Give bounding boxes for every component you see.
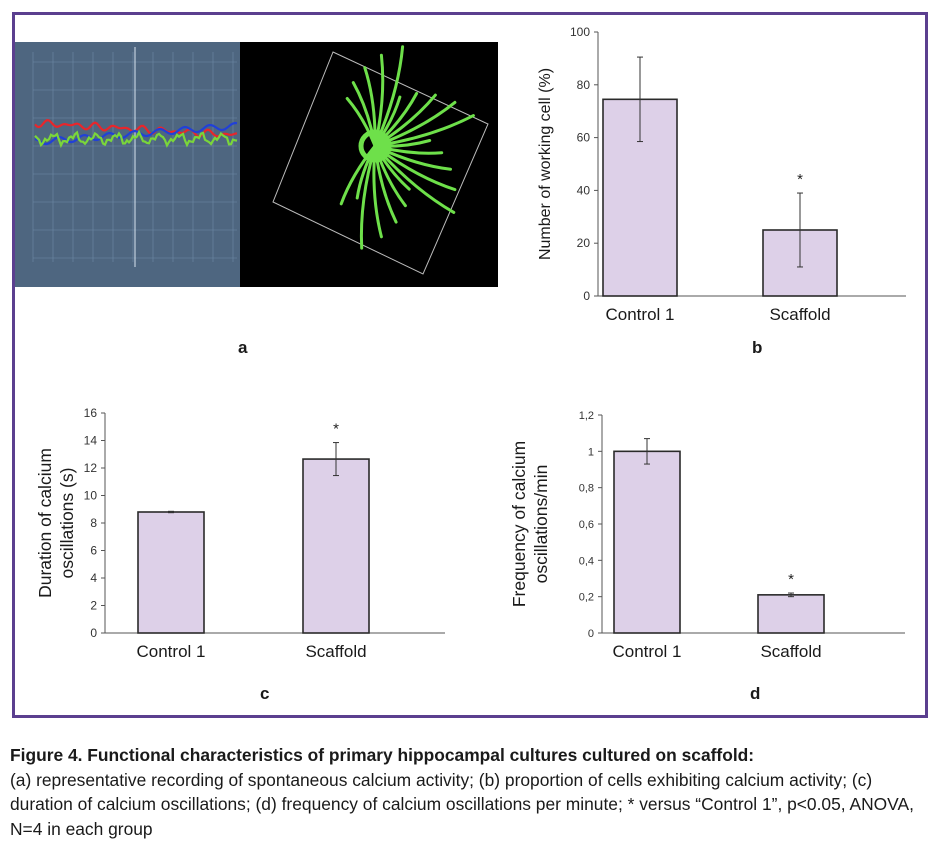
bar [757, 594, 825, 634]
neurite [373, 144, 456, 214]
neurite [373, 144, 398, 224]
bar [613, 450, 681, 634]
category-label: Scaffold [769, 305, 830, 324]
neurite [373, 93, 437, 148]
y-tick-label: 0 [588, 628, 594, 640]
panel-letter-b: b [752, 338, 763, 357]
neurite [372, 144, 383, 239]
y-tick-label: 14 [84, 434, 98, 448]
y-tick-label: 0 [90, 626, 97, 640]
y-tick-label: 0,4 [579, 555, 594, 567]
chart-b-working-cells: 0 20 40 60 80 100 Control 1 * Scaffold Number of … [537, 25, 906, 324]
category-label: Control 1 [137, 642, 206, 661]
trace-plot-background [15, 42, 240, 287]
chart-d-oscillation-frequency: 0 0,2 0,4 0,6 0,8 1 1,2 Control 1 * Scaffold Frequ… [509, 410, 905, 661]
bar [302, 458, 370, 634]
y-tick-label: 8 [90, 516, 97, 530]
category-label: Control 1 [613, 642, 682, 661]
neurite [359, 144, 377, 250]
neurite [373, 144, 457, 192]
y-tick-label: 60 [577, 131, 591, 145]
y-axis-label: Duration of calcium oscillations (s) [35, 448, 77, 598]
y-tick-label: 1,2 [579, 410, 594, 422]
significance-marker: * [333, 421, 339, 438]
green-trace [34, 129, 238, 149]
neurite [373, 53, 385, 148]
y-axis-label-line: Number of working cell (%) [537, 68, 554, 260]
calcium-recording-image [15, 42, 498, 287]
panel-letter-a: a [238, 338, 248, 357]
neurite [373, 45, 405, 148]
y-tick-label: 0,2 [579, 592, 594, 604]
y-tick-label: 0 [583, 289, 590, 303]
significance-marker: * [788, 571, 794, 588]
category-label: Control 1 [606, 305, 675, 324]
y-tick-label: 0,6 [579, 519, 594, 531]
caption-body: (a) representative recording of spontane… [10, 769, 914, 839]
y-tick-label: 40 [577, 183, 591, 197]
image-frame-outline [272, 51, 489, 275]
y-tick-label: 0,8 [579, 483, 594, 495]
y-tick-label: 1 [588, 446, 594, 458]
y-axis-label-line: Frequency of calcium [509, 441, 529, 607]
category-label: Scaffold [760, 642, 821, 661]
panel-letter-d: d [750, 684, 761, 703]
y-tick-label: 2 [90, 599, 97, 613]
y-axis-label-line: oscillations (s) [57, 468, 77, 579]
y-tick-label: 4 [90, 571, 97, 585]
neurite [363, 66, 377, 148]
figure-caption: Figure 4. Functional characteristics of … [10, 743, 935, 841]
neurite [373, 144, 452, 171]
y-tick-label: 6 [90, 544, 97, 558]
neurite [373, 100, 457, 148]
chart-c-oscillation-duration: 0 2 4 6 8 10 12 14 16 Control 1 * Scaffold Duration … [35, 406, 445, 661]
y-axis-label-line: oscillations/min [531, 465, 551, 584]
panel-letter-c: c [260, 684, 270, 703]
figure-frame [12, 12, 928, 718]
blue-trace [34, 121, 238, 146]
neurite [339, 144, 377, 206]
y-axis-label-line: Duration of calcium [35, 448, 55, 598]
category-label: Scaffold [305, 642, 366, 661]
caption-title: Figure 4. Functional characteristics of … [10, 745, 755, 765]
bar [137, 511, 205, 634]
neurite [373, 114, 475, 148]
y-tick-label: 12 [84, 461, 98, 475]
y-tick-label: 10 [84, 489, 98, 503]
y-axis-label: Frequency of calcium oscillations/min [509, 441, 551, 607]
y-axis-label: Number of working cell (%) [537, 68, 554, 260]
y-tick-label: 100 [570, 25, 590, 39]
y-tick-label: 16 [84, 406, 98, 420]
significance-marker: * [797, 171, 803, 188]
y-tick-label: 20 [577, 236, 591, 250]
y-tick-label: 80 [577, 78, 591, 92]
